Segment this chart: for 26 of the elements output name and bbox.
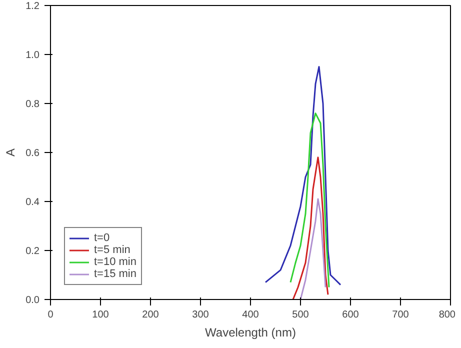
x-tick-label: 500 — [292, 310, 310, 320]
line-series — [292, 156, 329, 300]
y-tick-label: 1.0 — [26, 50, 40, 61]
x-tick-label: 800 — [438, 310, 456, 320]
x-axis-title: Wavelength (nm) — [205, 326, 296, 340]
x-tick-label: 0 — [48, 310, 54, 320]
y-tick-label: 0.2 — [26, 246, 40, 257]
y-tick-label: 0.8 — [26, 99, 40, 110]
line-series — [264, 66, 342, 286]
y-axis-title: A — [4, 148, 18, 156]
x-tick-label: 700 — [392, 310, 410, 320]
legend-label: t=15 min — [94, 268, 136, 280]
legend-label: t=10 min — [94, 256, 136, 268]
x-tick-label: 300 — [192, 310, 210, 320]
line-series — [300, 198, 326, 300]
legend-label: t=0 — [94, 232, 111, 244]
x-tick-label: 400 — [242, 310, 260, 320]
y-tick-label: 0.0 — [26, 295, 40, 306]
legend-label: t=5 min — [94, 244, 130, 256]
x-tick-label: 200 — [142, 310, 160, 320]
line-series — [290, 112, 330, 288]
y-tick-label: 1.2 — [26, 1, 40, 12]
x-tick-label: 100 — [92, 310, 110, 320]
x-tick-label: 600 — [342, 310, 360, 320]
y-tick-label: 0.4 — [26, 197, 40, 208]
y-tick-label: 0.6 — [26, 148, 40, 159]
